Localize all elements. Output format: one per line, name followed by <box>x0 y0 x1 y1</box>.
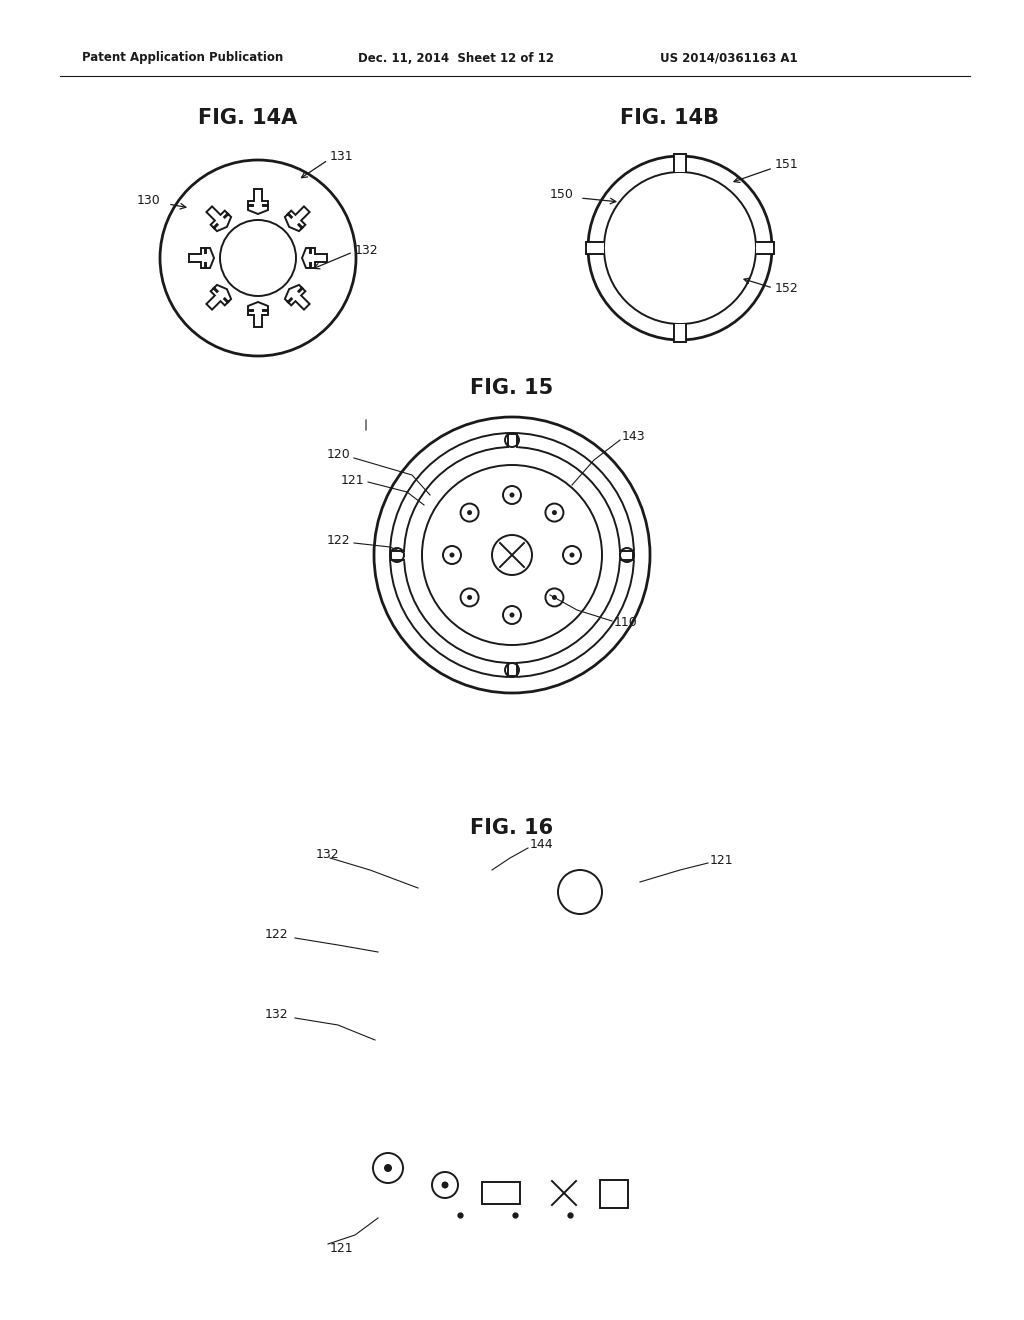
Text: FIG. 15: FIG. 15 <box>470 378 554 399</box>
Circle shape <box>552 510 557 515</box>
Text: Dec. 11, 2014  Sheet 12 of 12: Dec. 11, 2014 Sheet 12 of 12 <box>358 51 554 65</box>
Text: 131: 131 <box>330 149 353 162</box>
Circle shape <box>450 553 455 557</box>
Text: 144: 144 <box>530 838 554 851</box>
Text: 122: 122 <box>265 928 289 941</box>
Bar <box>482 1181 520 1204</box>
Polygon shape <box>508 663 516 676</box>
Text: 132: 132 <box>355 243 379 256</box>
Polygon shape <box>586 242 604 253</box>
Text: 150: 150 <box>550 189 574 202</box>
Text: 132: 132 <box>316 849 340 862</box>
Polygon shape <box>391 550 404 560</box>
Text: 152: 152 <box>775 281 799 294</box>
Text: 121: 121 <box>340 474 364 487</box>
Bar <box>600 1180 628 1208</box>
Text: Patent Application Publication: Patent Application Publication <box>82 51 284 65</box>
Polygon shape <box>674 323 686 342</box>
Text: 120: 120 <box>327 449 350 462</box>
Circle shape <box>384 1164 392 1172</box>
Text: 121: 121 <box>710 854 733 866</box>
Text: 110: 110 <box>614 616 638 630</box>
Circle shape <box>467 510 472 515</box>
Text: 121: 121 <box>330 1242 353 1254</box>
Text: FIG. 14B: FIG. 14B <box>621 108 720 128</box>
Circle shape <box>467 595 472 599</box>
Circle shape <box>552 595 557 599</box>
Text: 122: 122 <box>327 535 350 548</box>
Text: 130: 130 <box>136 194 160 206</box>
Circle shape <box>510 492 514 498</box>
Text: FIG. 14A: FIG. 14A <box>199 108 298 128</box>
Text: 151: 151 <box>775 158 799 172</box>
Polygon shape <box>620 550 633 560</box>
Text: FIG. 16: FIG. 16 <box>470 818 554 838</box>
Polygon shape <box>674 154 686 172</box>
Text: 132: 132 <box>265 1008 289 1022</box>
Polygon shape <box>508 434 516 447</box>
Text: 143: 143 <box>622 430 645 444</box>
Text: US 2014/0361163 A1: US 2014/0361163 A1 <box>660 51 798 65</box>
Circle shape <box>569 553 574 557</box>
Polygon shape <box>756 242 774 253</box>
Circle shape <box>510 612 514 618</box>
Circle shape <box>441 1181 449 1188</box>
